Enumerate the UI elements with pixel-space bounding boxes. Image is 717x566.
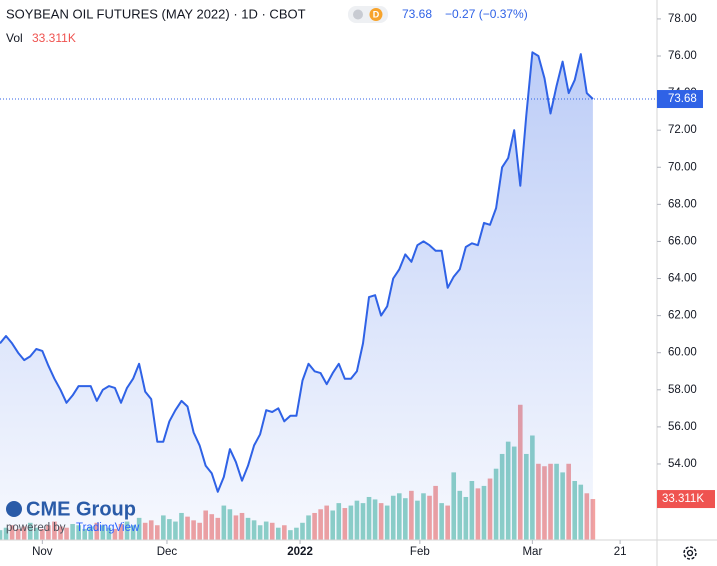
volume-last-label: 33.311K	[662, 493, 704, 505]
x-tick-label: Feb	[410, 546, 430, 558]
x-tick-label: Dec	[157, 546, 178, 558]
last-price: 73.68	[402, 7, 432, 21]
y-tick-label: 78.00	[668, 13, 697, 25]
price-area	[0, 52, 593, 541]
x-tick-label: 21	[614, 546, 627, 558]
powered-brand: TradingView	[76, 522, 140, 534]
header: SOYBEAN OIL FUTURES (MAY 2022) · 1D · CB…	[6, 6, 528, 45]
delay-badge	[369, 8, 383, 21]
status-dot	[353, 9, 363, 20]
last-price-label: 73.68	[668, 93, 697, 105]
price-change: −0.27 (−0.37%)	[445, 7, 528, 21]
volume-last-tag	[657, 490, 715, 509]
y-tick-label: 56.00	[668, 421, 697, 433]
y-tick-label: 76.00	[668, 50, 697, 62]
last-price-tag	[657, 90, 703, 109]
y-tick-label: 66.00	[668, 235, 697, 247]
settings-icon[interactable]	[683, 546, 697, 560]
x-tick-label: 2022	[287, 546, 313, 558]
y-tick-label: 72.00	[668, 124, 697, 136]
y-tick-label: 60.00	[668, 347, 697, 359]
x-tick-label: Nov	[32, 546, 53, 558]
delay-badge-text: D	[373, 9, 380, 19]
y-tick-label: 54.00	[668, 458, 697, 470]
y-tick-label: 68.00	[668, 198, 697, 210]
y-tick-label: 70.00	[668, 161, 697, 173]
price-line	[0, 51, 594, 493]
logo-globe	[6, 501, 22, 517]
volume-name: Vol	[6, 31, 23, 45]
x-tick-label: Mar	[522, 546, 542, 558]
y-tick-label: 58.00	[668, 384, 697, 396]
chart-title: SOYBEAN OIL FUTURES (MAY 2022) · 1D · CB…	[6, 6, 306, 21]
volume-last: 33.311K	[32, 31, 76, 45]
gear-outer[interactable]	[683, 546, 697, 560]
logo-text: CME Group	[26, 498, 136, 520]
logo: CME Group powered by TradingView	[6, 498, 140, 534]
y-tick-label: 64.00	[668, 273, 697, 285]
gear-inner[interactable]	[686, 549, 694, 557]
powered-by: powered by	[6, 522, 66, 534]
y-tick-label: 62.00	[668, 310, 697, 322]
plot-area	[0, 51, 596, 541]
